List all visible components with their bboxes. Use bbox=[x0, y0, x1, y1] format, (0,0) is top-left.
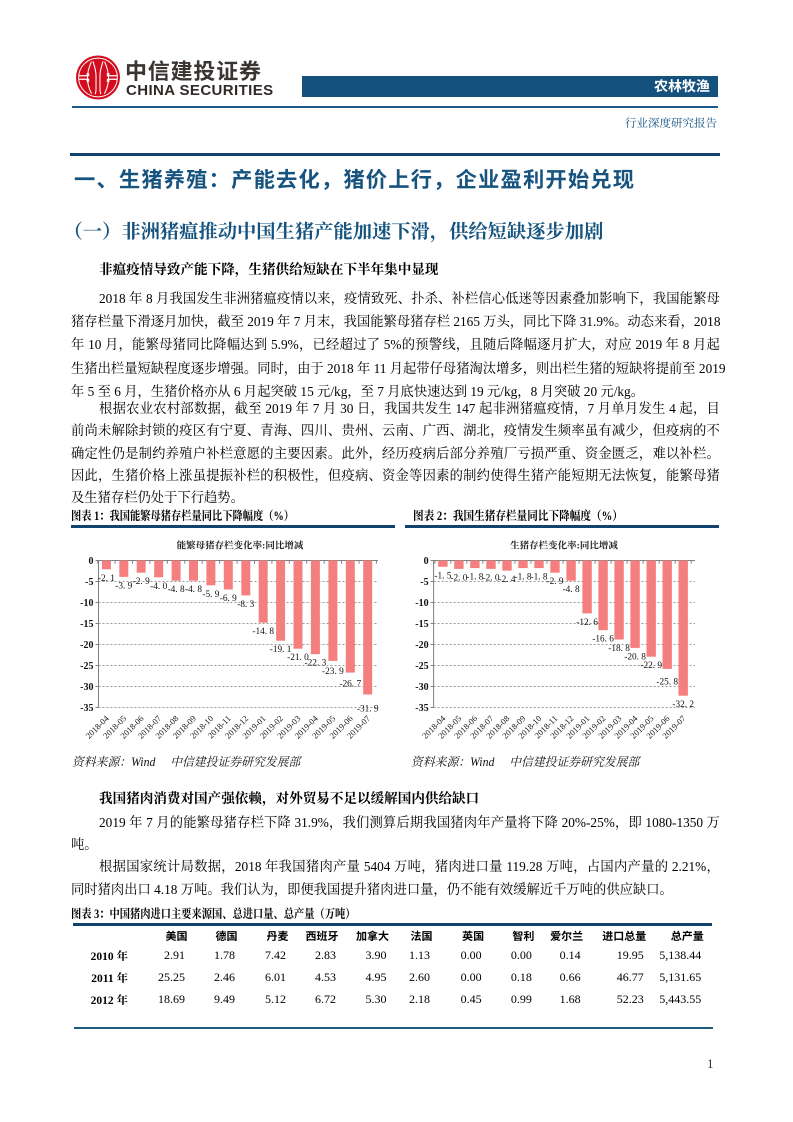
svg-text:-16. 6: -16. 6 bbox=[592, 635, 614, 645]
svg-text:-15: -15 bbox=[415, 619, 428, 630]
svg-text:-19. 1: -19. 1 bbox=[270, 645, 292, 655]
svg-text:-4. 0: -4. 0 bbox=[150, 582, 167, 592]
svg-text:-26. 7: -26. 7 bbox=[339, 680, 361, 690]
svg-text:-25. 8: -25. 8 bbox=[656, 677, 678, 687]
svg-text:-25: -25 bbox=[415, 661, 428, 672]
svg-text:-6. 9: -6. 9 bbox=[220, 594, 237, 604]
svg-text:0: 0 bbox=[424, 556, 429, 567]
svg-text:-21. 0: -21. 0 bbox=[287, 653, 309, 663]
svg-text:-4. 8: -4. 8 bbox=[168, 585, 185, 595]
svg-text:-20: -20 bbox=[80, 640, 93, 651]
svg-text:-23. 9: -23. 9 bbox=[322, 667, 344, 677]
svg-text:-10: -10 bbox=[80, 598, 93, 609]
svg-text:-1. 8: -1. 8 bbox=[466, 573, 483, 583]
svg-text:-25: -25 bbox=[80, 661, 93, 672]
svg-text:-2. 9: -2. 9 bbox=[546, 577, 563, 587]
svg-text:-32. 2: -32. 2 bbox=[672, 700, 694, 710]
svg-text:-31. 9: -31. 9 bbox=[357, 705, 379, 715]
svg-text:0: 0 bbox=[89, 556, 94, 567]
svg-text:-20. 8: -20. 8 bbox=[624, 652, 646, 662]
svg-text:-5: -5 bbox=[85, 577, 93, 588]
svg-text:-30: -30 bbox=[415, 682, 428, 693]
svg-text:-2. 4: -2. 4 bbox=[498, 575, 515, 585]
svg-text:-1. 5: -1. 5 bbox=[434, 571, 451, 581]
svg-text:-2. 0: -2. 0 bbox=[450, 573, 467, 583]
svg-text:-2. 1: -2. 1 bbox=[98, 574, 115, 584]
svg-text:-2. 9: -2. 9 bbox=[133, 577, 150, 587]
svg-text:生猪存栏变化率:同比增减: 生猪存栏变化率:同比增减 bbox=[510, 540, 618, 552]
svg-text:-3. 9: -3. 9 bbox=[115, 581, 132, 591]
svg-text:-35: -35 bbox=[415, 703, 428, 714]
svg-text:-4. 8: -4. 8 bbox=[185, 585, 202, 595]
svg-text:-30: -30 bbox=[80, 682, 93, 693]
svg-text:-18. 8: -18. 8 bbox=[608, 644, 630, 654]
svg-text:-22. 3: -22. 3 bbox=[305, 659, 327, 669]
svg-text:-1. 8: -1. 8 bbox=[514, 573, 531, 583]
svg-text:-5: -5 bbox=[420, 577, 428, 588]
svg-text:-22. 9: -22. 9 bbox=[640, 661, 662, 671]
svg-text:-35: -35 bbox=[80, 703, 93, 714]
svg-text:-4. 8: -4. 8 bbox=[563, 585, 580, 595]
svg-text:-10: -10 bbox=[415, 598, 428, 609]
svg-text:-5. 9: -5. 9 bbox=[202, 590, 219, 600]
svg-text:-20: -20 bbox=[415, 640, 428, 651]
svg-text:-1. 8: -1. 8 bbox=[530, 573, 547, 583]
svg-text:-12. 6: -12. 6 bbox=[576, 618, 598, 628]
svg-text:能繁母猪存栏变化率:同比增减: 能繁母猪存栏变化率:同比增减 bbox=[177, 540, 304, 552]
svg-text:-14. 8: -14. 8 bbox=[252, 627, 274, 637]
svg-text:-2. 0: -2. 0 bbox=[482, 573, 499, 583]
svg-text:-15: -15 bbox=[80, 619, 93, 630]
svg-text:-8. 3: -8. 3 bbox=[237, 600, 254, 610]
